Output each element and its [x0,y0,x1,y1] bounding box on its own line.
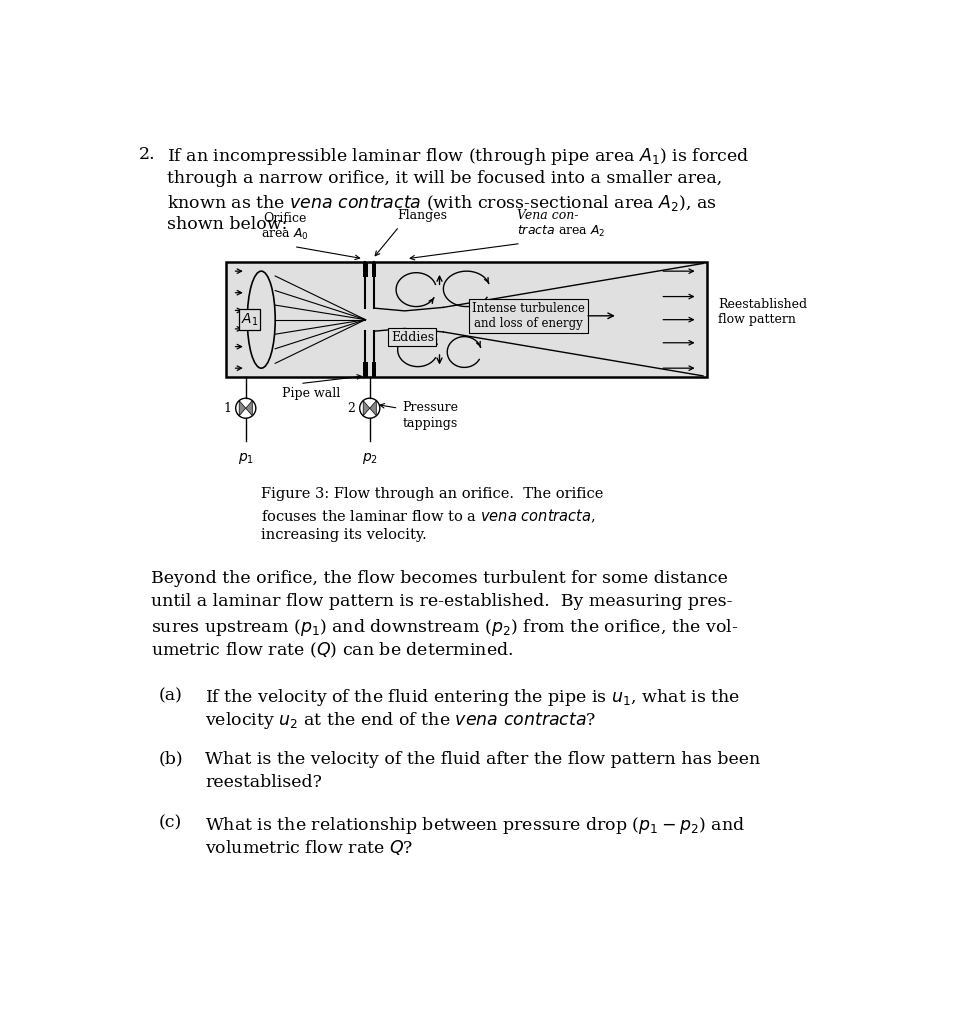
Text: If the velocity of the fluid entering the pipe is $u_1$, what is the: If the velocity of the fluid entering th… [206,687,740,708]
Text: Vena con-: Vena con- [517,209,579,222]
Text: focuses the laminar flow to a $\it{vena\ contracta}$,: focuses the laminar flow to a $\it{vena\… [261,508,596,525]
Polygon shape [240,401,245,416]
Text: volumetric flow rate $Q$?: volumetric flow rate $Q$? [206,839,414,857]
Text: through a narrow orifice, it will be focused into a smaller area,: through a narrow orifice, it will be foc… [167,170,722,186]
Polygon shape [363,401,370,416]
Text: What is the velocity of the fluid after the flow pattern has been: What is the velocity of the fluid after … [206,751,761,768]
Bar [372,362,376,377]
Text: Beyond the orifice, the flow becomes turbulent for some distance: Beyond the orifice, the flow becomes tur… [151,570,729,587]
Text: (b): (b) [159,751,183,768]
Text: velocity $u_2$ at the end of the $\it{vena\ contracta}$?: velocity $u_2$ at the end of the $\it{ve… [206,710,597,731]
Text: reestablised?: reestablised? [206,774,322,791]
Text: (c): (c) [159,815,182,831]
Text: Figure 3: Flow through an orifice.  The orifice: Figure 3: Flow through an orifice. The o… [261,487,604,500]
Bar [363,362,367,377]
Text: umetric flow rate ($Q$) can be determined.: umetric flow rate ($Q$) can be determine… [151,640,513,660]
Text: known as the $\it{vena\ contracta}$ (with cross-sectional area $A_2$), as: known as the $\it{vena\ contracta}$ (wit… [167,192,717,213]
Bar [363,262,367,277]
Text: increasing its velocity.: increasing its velocity. [261,528,427,542]
Text: Intense turbulence
and loss of energy: Intense turbulence and loss of energy [472,302,585,330]
Ellipse shape [247,271,276,368]
Polygon shape [245,401,252,416]
Text: $p_2$: $p_2$ [361,451,378,465]
Bar [372,262,376,277]
Text: Pipe wall: Pipe wall [282,387,341,400]
Text: Reestablished
flow pattern: Reestablished flow pattern [719,298,807,326]
Text: 2.: 2. [139,147,156,163]
Text: $\it{tracta}$ area $A_2$: $\it{tracta}$ area $A_2$ [517,223,606,239]
Text: (a): (a) [159,687,183,704]
Text: $A_1$: $A_1$ [241,311,258,328]
Bar [226,262,707,377]
Text: sures upstream ($p_1$) and downstream ($p_2$) from the orifice, the vol-: sures upstream ($p_1$) and downstream ($… [151,617,738,638]
Text: Pressure: Pressure [402,400,459,414]
Text: 2: 2 [347,402,356,415]
Text: Flanges: Flanges [396,209,447,222]
Text: shown below:: shown below: [167,216,287,233]
Text: until a laminar flow pattern is re-established.  By measuring pres-: until a laminar flow pattern is re-estab… [151,594,732,610]
Text: Orifice: Orifice [263,212,306,225]
Text: $p_1$: $p_1$ [238,451,254,465]
Polygon shape [370,401,376,416]
Text: 1: 1 [223,402,231,415]
Text: What is the relationship between pressure drop ($p_1 - p_2$) and: What is the relationship between pressur… [206,815,745,835]
Text: tappings: tappings [402,418,458,430]
Text: If an incompressible laminar flow (through pipe area $A_1$) is forced: If an incompressible laminar flow (throu… [167,147,749,168]
Bar [362,308,377,331]
Text: area $A_0$: area $A_0$ [261,226,309,242]
Text: Eddies: Eddies [391,331,434,344]
